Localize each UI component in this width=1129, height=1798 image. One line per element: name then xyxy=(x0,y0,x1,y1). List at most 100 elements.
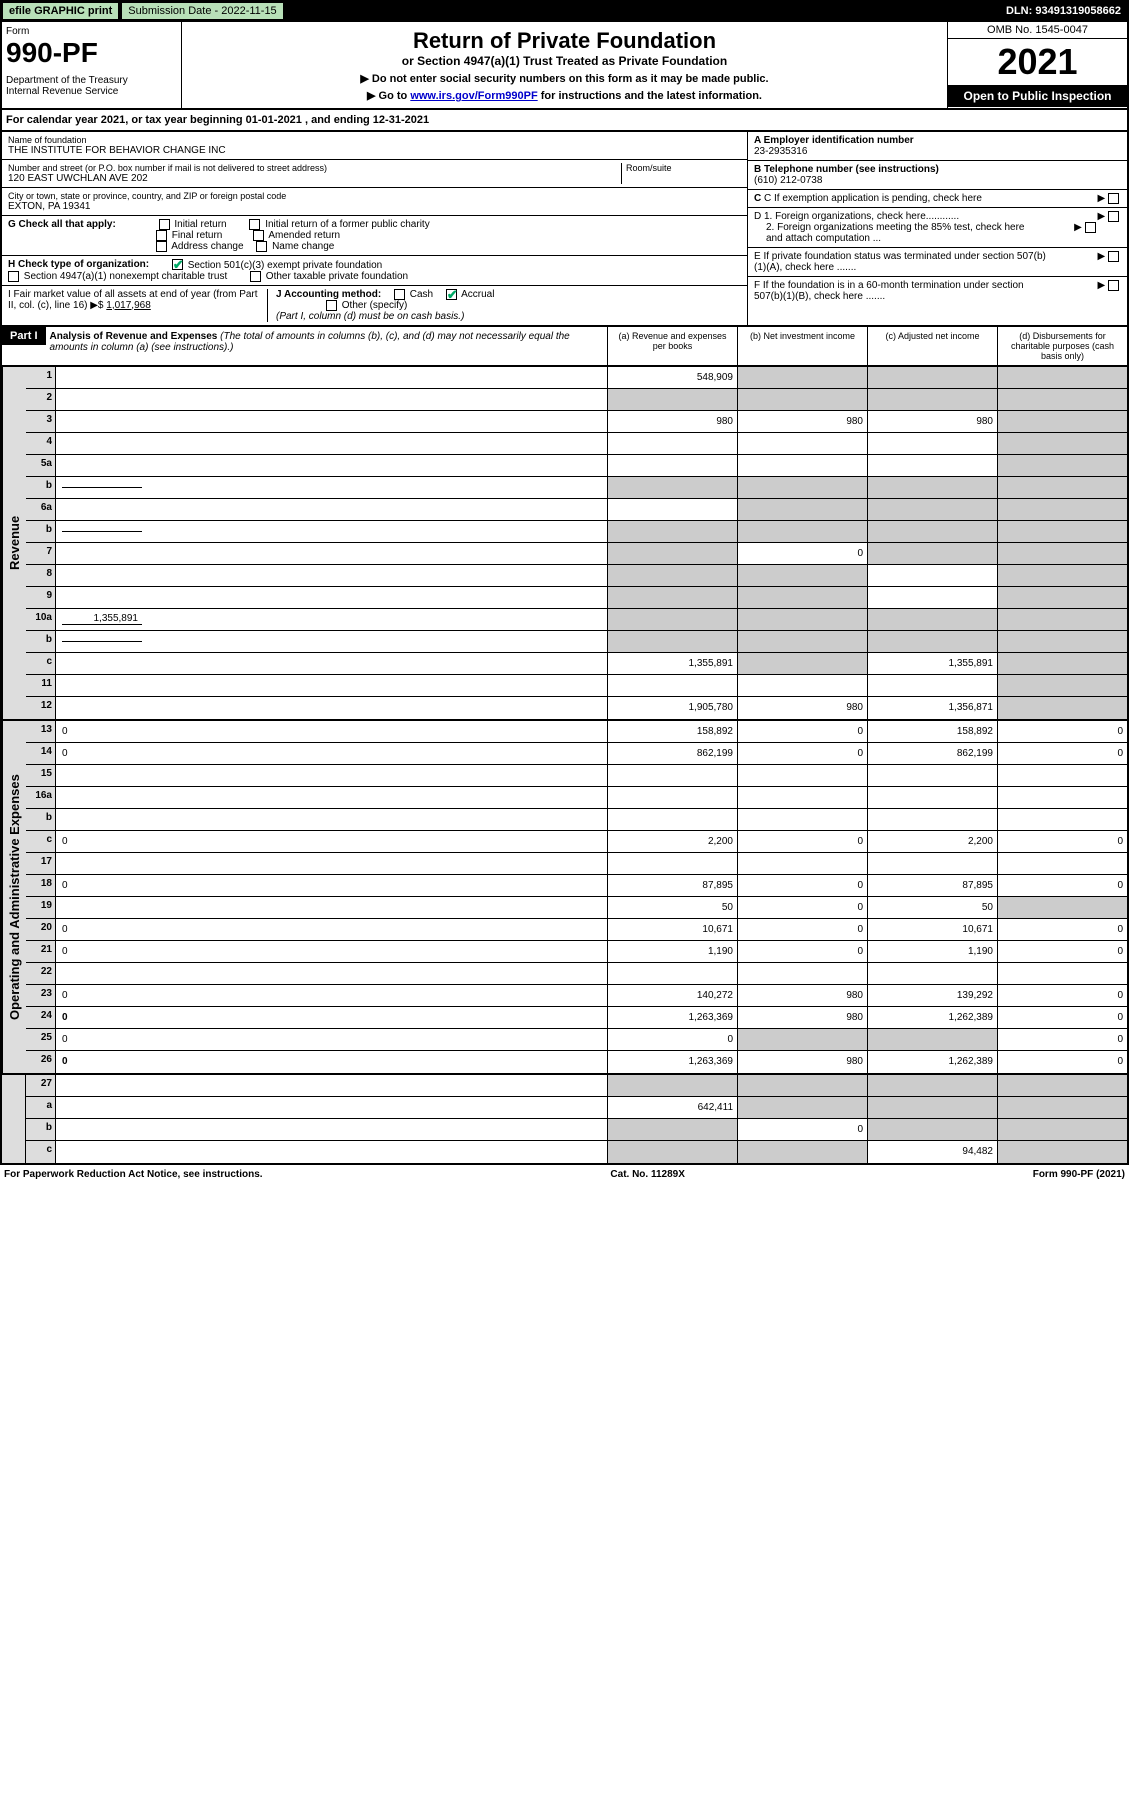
table-row: a642,411 xyxy=(26,1097,1127,1119)
calendar-year: For calendar year 2021, or tax year begi… xyxy=(0,110,1129,132)
cb-address[interactable] xyxy=(156,241,167,252)
e-cell: E If private foundation status was termi… xyxy=(748,248,1127,277)
cb-d2[interactable] xyxy=(1085,222,1096,233)
cb-other-method[interactable] xyxy=(326,300,337,311)
table-row: 5a xyxy=(26,455,1127,477)
table-row: 22 xyxy=(26,963,1127,985)
table-row: 10a 1,355,891 xyxy=(26,609,1127,631)
cb-initial-former[interactable] xyxy=(249,219,260,230)
part1-header-row: Part I Analysis of Revenue and Expenses … xyxy=(0,327,1129,367)
col-d-header: (d) Disbursements for charitable purpose… xyxy=(997,327,1127,365)
table-row: 16a xyxy=(26,787,1127,809)
table-row: 25000 xyxy=(26,1029,1127,1051)
d-cell: D 1. Foreign organizations, check here..… xyxy=(748,208,1127,248)
g-row: G Check all that apply: Initial return I… xyxy=(2,216,747,256)
table-row: 20010,671010,6710 xyxy=(26,919,1127,941)
table-row: 1950050 xyxy=(26,897,1127,919)
table-row: 18087,895087,8950 xyxy=(26,875,1127,897)
dept-text: Department of the Treasury Internal Reve… xyxy=(6,75,177,97)
form-label: Form xyxy=(6,26,177,37)
table-row: c94,482 xyxy=(26,1141,1127,1163)
city-cell: City or town, state or province, country… xyxy=(2,188,747,216)
table-row: b0 xyxy=(26,1119,1127,1141)
cb-cash[interactable] xyxy=(394,289,405,300)
cb-initial[interactable] xyxy=(159,219,170,230)
table-row: 9 xyxy=(26,587,1127,609)
h-row: H Check type of organization: Section 50… xyxy=(2,256,747,285)
cb-other-tax[interactable] xyxy=(250,271,261,282)
footer-right: Form 990-PF (2021) xyxy=(1033,1169,1125,1180)
tel-cell: B Telephone number (see instructions) (6… xyxy=(748,161,1127,190)
i-j-row: I Fair market value of all assets at end… xyxy=(2,286,747,325)
form-title: Return of Private Foundation xyxy=(188,28,941,54)
form-header: Form 990-PF Department of the Treasury I… xyxy=(0,22,1129,110)
table-row: 140862,1990862,1990 xyxy=(26,743,1127,765)
table-row: 3980980980 xyxy=(26,411,1127,433)
table-row: 2601,263,3699801,262,3890 xyxy=(26,1051,1127,1073)
omb-number: OMB No. 1545-0047 xyxy=(948,22,1127,39)
open-public: Open to Public Inspection xyxy=(948,85,1127,107)
table-row: 6a xyxy=(26,499,1127,521)
col-c-header: (c) Adjusted net income xyxy=(867,327,997,365)
tax-year: 2021 xyxy=(948,39,1127,85)
table-row: 4 xyxy=(26,433,1127,455)
revenue-label: Revenue xyxy=(2,367,26,719)
table-row: 2101,19001,1900 xyxy=(26,941,1127,963)
c-cell: C C If exemption application is pending,… xyxy=(748,190,1127,208)
note-2: ▶ Go to www.irs.gov/Form990PF for instru… xyxy=(188,89,941,102)
address-cell: Number and street (or P.O. box number if… xyxy=(2,160,747,188)
table-row: 70 xyxy=(26,543,1127,565)
header-right: OMB No. 1545-0047 2021 Open to Public In… xyxy=(947,22,1127,108)
form-subtitle: or Section 4947(a)(1) Trust Treated as P… xyxy=(188,54,941,68)
expenses-label: Operating and Administrative Expenses xyxy=(2,721,26,1073)
footer-left: For Paperwork Reduction Act Notice, see … xyxy=(4,1169,263,1180)
table-row: 130158,8920158,8920 xyxy=(26,721,1127,743)
cb-name[interactable] xyxy=(256,241,267,252)
table-row: 15 xyxy=(26,765,1127,787)
revenue-section: Revenue 1548,9092398098098045ab 6ab 7089… xyxy=(0,367,1129,721)
table-row: 2401,263,3699801,262,3890 xyxy=(26,1007,1127,1029)
f-cell: F If the foundation is in a 60-month ter… xyxy=(748,277,1127,305)
efile-badge: efile GRAPHIC print xyxy=(2,2,119,20)
col-a-header: (a) Revenue and expenses per books xyxy=(607,327,737,365)
cb-e[interactable] xyxy=(1108,251,1119,262)
cb-d1[interactable] xyxy=(1108,211,1119,222)
table-row: b xyxy=(26,631,1127,653)
name-cell: Name of foundation THE INSTITUTE FOR BEH… xyxy=(2,132,747,160)
top-bar: efile GRAPHIC print Submission Date - 20… xyxy=(0,0,1129,22)
table-row: c02,20002,2000 xyxy=(26,831,1127,853)
table-row: 2 xyxy=(26,389,1127,411)
table-row: b xyxy=(26,477,1127,499)
table-row: 27 xyxy=(26,1075,1127,1097)
col-b-header: (b) Net investment income xyxy=(737,327,867,365)
entity-info: Name of foundation THE INSTITUTE FOR BEH… xyxy=(0,132,1129,327)
part1-label: Part I xyxy=(2,327,46,345)
cb-accrual[interactable] xyxy=(446,289,457,300)
header-mid: Return of Private Foundation or Section … xyxy=(182,22,947,108)
table-row: c1,355,8911,355,891 xyxy=(26,653,1127,675)
cb-4947[interactable] xyxy=(8,271,19,282)
fmv-value: 1,017,968 xyxy=(106,300,151,311)
submission-date: Submission Date - 2022-11-15 xyxy=(121,2,283,20)
bottom-section: 27a642,411b0c94,482 xyxy=(0,1075,1129,1165)
cb-f[interactable] xyxy=(1108,280,1119,291)
ein-cell: A Employer identification number 23-2935… xyxy=(748,132,1127,161)
cb-amended[interactable] xyxy=(253,230,264,241)
table-row: 11 xyxy=(26,675,1127,697)
cb-final[interactable] xyxy=(156,230,167,241)
table-row: 17 xyxy=(26,853,1127,875)
expenses-section: Operating and Administrative Expenses 13… xyxy=(0,721,1129,1075)
cb-c[interactable] xyxy=(1108,193,1119,204)
irs-link[interactable]: www.irs.gov/Form990PF xyxy=(410,90,537,102)
dln: DLN: 93491319058662 xyxy=(1000,3,1127,19)
header-left: Form 990-PF Department of the Treasury I… xyxy=(2,22,182,108)
table-row: 121,905,7809801,356,871 xyxy=(26,697,1127,719)
footer-mid: Cat. No. 11289X xyxy=(610,1169,684,1180)
table-row: 230140,272980139,2920 xyxy=(26,985,1127,1007)
form-number: 990-PF xyxy=(6,37,177,69)
table-row: b xyxy=(26,521,1127,543)
table-row: 8 xyxy=(26,565,1127,587)
table-row: b xyxy=(26,809,1127,831)
page-footer: For Paperwork Reduction Act Notice, see … xyxy=(0,1165,1129,1184)
cb-501c3[interactable] xyxy=(172,259,183,270)
